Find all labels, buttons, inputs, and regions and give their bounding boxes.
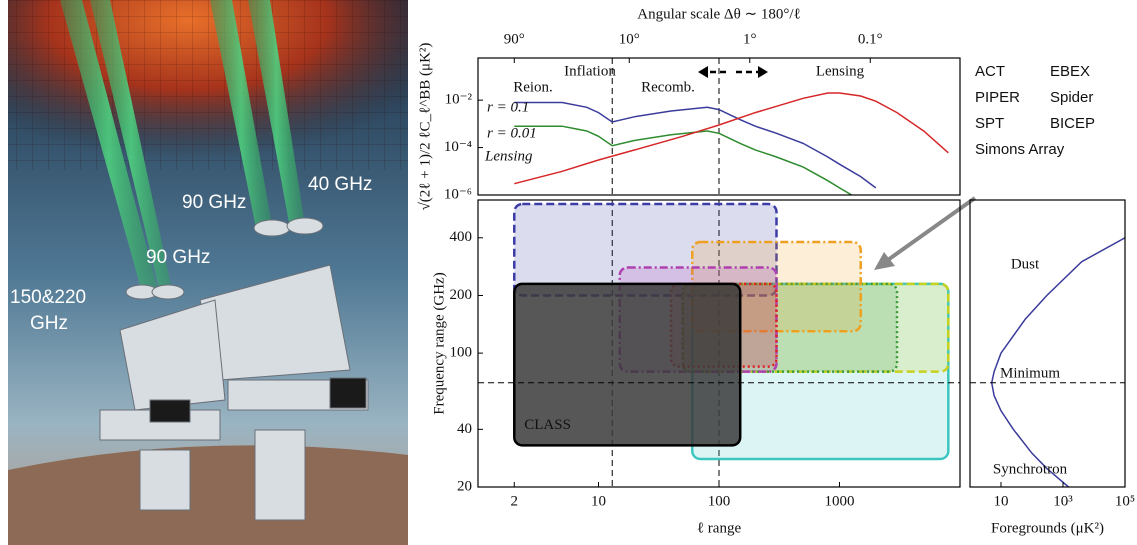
band-label: 40 GHz (308, 174, 372, 195)
annotation: Minimum (1000, 365, 1060, 381)
series-line (990, 237, 1125, 487)
x2-tick-label: 0.1° (858, 31, 883, 47)
range-box (681, 282, 950, 373)
plot-area (970, 237, 1125, 487)
x2-axis-label: Angular scale Δθ ∼ 180°/ℓ (637, 6, 800, 22)
x-tick-label: 10⁵ (1115, 493, 1135, 509)
x2-tick-label: 90° (504, 31, 525, 47)
y-tick-label: 400 (450, 229, 473, 245)
telescopes (99, 217, 369, 521)
y-tick-label: 10⁻⁴ (444, 139, 472, 155)
y-axis-label: √(2ℓ + 1)/2 ℓC_ℓ^BB (μK²) (417, 43, 433, 211)
y-axis-label: Frequency range (GHz) (431, 272, 447, 414)
plot-area (478, 200, 960, 487)
band-label: 90 GHz (146, 247, 210, 268)
ground (8, 445, 408, 545)
series-line (514, 92, 949, 185)
x-tick-label: 10³ (1053, 493, 1073, 509)
y-tick-label: 200 (450, 287, 473, 303)
band-label: 150&220 (10, 287, 86, 308)
series-label: r = 0.01 (487, 125, 537, 141)
x-tick-label: 100 (708, 493, 731, 509)
beams (60, 0, 305, 292)
annotation: Recomb. (641, 79, 695, 95)
band-label: GHz (30, 313, 68, 334)
x-tick-label: 2 (511, 493, 519, 509)
series-label: Lensing (484, 148, 533, 164)
annotation: Lensing (816, 63, 865, 79)
plot-frame (477, 57, 961, 196)
y-tick-label: 40 (457, 421, 472, 437)
telescope-image: 40 GHz 90 GHz 90 GHz 150&220 GHz (8, 0, 408, 545)
plot-frame (969, 199, 1126, 488)
series-line (514, 125, 854, 195)
x-tick-label: 10 (994, 493, 1009, 509)
x-tick-label: 1000 (825, 493, 855, 509)
y-tick-label: 10⁻² (445, 92, 473, 108)
series-label: r = 0.1 (487, 99, 529, 115)
x-tick-label: 10 (591, 493, 606, 509)
annotation: Dust (1011, 256, 1040, 272)
legend-entry: ACT (975, 63, 1005, 80)
x-axis-label: ℓ range (697, 520, 742, 536)
annotation: Reion. (513, 79, 553, 95)
plot-area (514, 58, 949, 195)
box-label: CLASS (524, 417, 571, 433)
x2-tick-label: 1° (743, 31, 757, 47)
annotation: Inflation (564, 63, 616, 79)
legend-entry: EBEX (1050, 63, 1090, 80)
annotation: Synchrotron (993, 461, 1068, 477)
y-tick-label: 20 (457, 478, 472, 494)
x-axis-label: Foregrounds (μK²) (991, 520, 1104, 536)
range-box (513, 282, 742, 447)
series-line (514, 101, 877, 189)
band-label: 90 GHz (182, 192, 246, 213)
y-tick-label: 100 (450, 345, 473, 361)
plot-frame (477, 199, 961, 488)
legend-entry: PIPER (975, 89, 1020, 106)
legend-entry: Simons Array (975, 141, 1065, 158)
legend-entry: BICEP (1050, 115, 1095, 132)
y-tick-label: 10⁻⁶ (444, 186, 472, 202)
x2-tick-label: 10° (619, 31, 640, 47)
legend-entry: SPT (975, 115, 1004, 132)
legend-entry: Spider (1050, 89, 1093, 106)
